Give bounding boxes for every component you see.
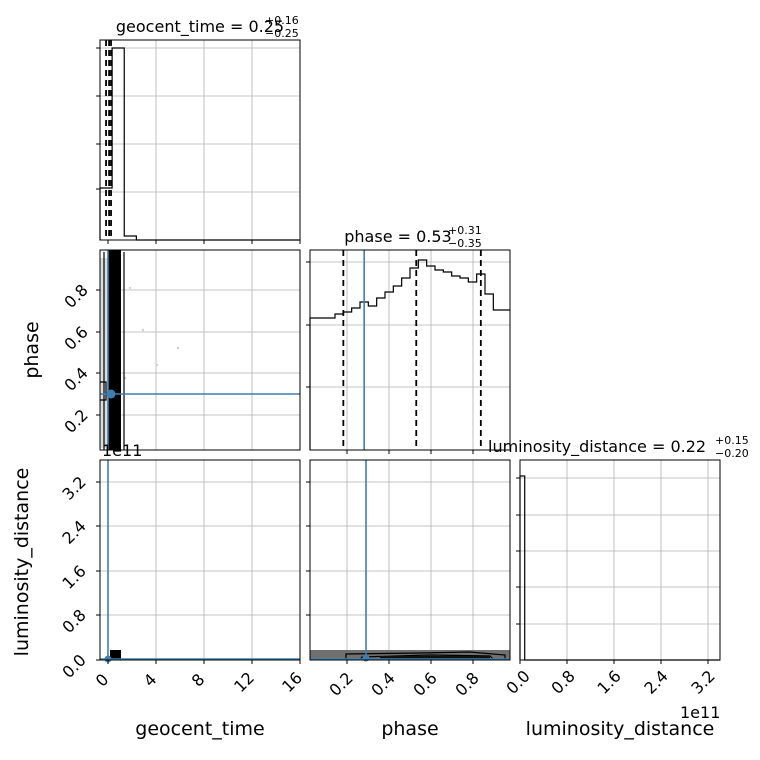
yticks-geocent-time-hist bbox=[96, 47, 100, 190]
frame-ld-vs-geocent-time bbox=[99, 459, 301, 661]
quantile-lines-phase bbox=[342, 250, 482, 450]
frame-phase-vs-geocent-time bbox=[99, 249, 301, 451]
panel-luminosity-distance-hist: luminosity_distance = 0.22 +0.15 −0.20 bbox=[488, 434, 749, 664]
grid-ld-vs-geocent-time bbox=[100, 460, 300, 660]
density-core-phase-geocent bbox=[108, 250, 121, 450]
frame-luminosity-distance-hist bbox=[519, 459, 721, 661]
ytick-phase-0.6: 0.6 bbox=[60, 322, 91, 353]
title-geocent-time-minus: −0.25 bbox=[265, 27, 299, 40]
xticks-phase bbox=[306, 481, 474, 664]
frame-phase-hist bbox=[309, 249, 511, 451]
panel-ld-vs-geocent-time: 1e11 3.2 2.4 1.6 0.8 0.0 0 4 8 12 16 lum… bbox=[11, 441, 306, 740]
density-core-ld-phase bbox=[380, 656, 490, 660]
xtick-geocent-12: 12 bbox=[230, 668, 258, 696]
ytick-ld-2.4: 2.4 bbox=[58, 516, 89, 547]
yticks-ld bbox=[96, 481, 100, 661]
title-geocent-time-plus: +0.16 bbox=[265, 14, 299, 27]
frame-ld-vs-phase bbox=[309, 459, 511, 661]
hist-luminosity-distance bbox=[519, 475, 720, 661]
xticks-geocent-time-hist bbox=[107, 240, 301, 244]
density-core-ld-geocent bbox=[110, 650, 121, 660]
contour-inner-ld-phase bbox=[359, 654, 495, 661]
title-geocent-time: geocent_time = 0.25 bbox=[116, 17, 284, 37]
panel-ld-vs-phase: 0.2 0.4 0.6 0.8 phase bbox=[306, 459, 511, 740]
ytick-phase-0.4: 0.4 bbox=[60, 363, 91, 394]
title-luminosity-distance-minus: −0.20 bbox=[715, 447, 749, 460]
truth-marker-phase-geocent bbox=[106, 389, 116, 399]
panel-phase-hist: phase = 0.53 +0.31 −0.35 bbox=[306, 224, 511, 454]
title-phase-plus: +0.31 bbox=[448, 224, 482, 237]
xtick-ld-2.4: 2.4 bbox=[640, 666, 671, 697]
panel-geocent-time-hist: geocent_time = 0.25 +0.16 −0.25 bbox=[96, 14, 301, 244]
xlabel-phase: phase bbox=[381, 718, 438, 740]
xticks-geocent-time bbox=[107, 660, 301, 664]
title-phase: phase = 0.53 bbox=[344, 227, 451, 246]
xtick-phase-0.2: 0.2 bbox=[325, 668, 356, 699]
xtick-ld-0.0: 0.0 bbox=[502, 666, 533, 697]
xtick-ld-3.2: 3.2 bbox=[687, 666, 718, 697]
ytick-ld-0.8: 0.8 bbox=[58, 605, 89, 636]
xtick-geocent-0: 0 bbox=[92, 670, 113, 691]
quantile-lines-geocent-time bbox=[105, 40, 112, 240]
xtick-phase-0.8: 0.8 bbox=[451, 668, 482, 699]
xtick-phase-0.6: 0.6 bbox=[409, 668, 440, 699]
grid-geocent-time-hist bbox=[100, 40, 300, 240]
hist-step-luminosity-distance bbox=[519, 475, 720, 661]
xticks-phase-hist bbox=[346, 450, 474, 454]
grid-ld-vs-phase bbox=[310, 460, 510, 660]
xtick-geocent-4: 4 bbox=[140, 670, 161, 691]
xticks-luminosity-distance-hist bbox=[519, 660, 709, 664]
grid-phase-vs-geocent-time bbox=[100, 250, 300, 450]
ylabel-phase: phase bbox=[21, 321, 43, 378]
xtick-geocent-16: 16 bbox=[278, 668, 306, 696]
yticks-luminosity-distance-hist bbox=[516, 477, 520, 625]
panel-phase-vs-geocent-time: 0.8 0.6 0.4 0.2 phase bbox=[21, 249, 301, 451]
xtick-ld-0.8: 0.8 bbox=[547, 666, 578, 697]
xtick-phase-0.4: 0.4 bbox=[367, 668, 398, 699]
yticks-phase-hist bbox=[306, 261, 310, 388]
ylabel-luminosity-distance: luminosity_distance bbox=[11, 468, 33, 657]
grid-luminosity-distance-hist bbox=[520, 460, 720, 660]
offset-text-ld-x: 1e11 bbox=[680, 703, 720, 722]
hist-step-phase bbox=[309, 259, 510, 450]
contour-phase-geocent bbox=[103, 252, 125, 450]
truth-marker-ld-geocent bbox=[104, 655, 112, 663]
hist-phase bbox=[309, 259, 510, 450]
contour-outer-ld-phase bbox=[345, 651, 506, 660]
ytick-phase-0.8: 0.8 bbox=[60, 280, 91, 311]
ytick-ld-3.2: 3.2 bbox=[58, 472, 89, 503]
contour-edge-phase-geocent bbox=[100, 381, 107, 401]
scatter-points-phase-geocent bbox=[123, 286, 180, 380]
xticklabels-luminosity-distance: 0.0 0.8 1.6 2.4 3.2 1e11 luminosity_dist… bbox=[502, 666, 720, 740]
xtick-ld-1.6: 1.6 bbox=[593, 666, 624, 697]
ytick-ld-0.0: 0.0 bbox=[58, 650, 89, 681]
xlabel-luminosity-distance: luminosity_distance bbox=[526, 718, 715, 740]
title-luminosity-distance: luminosity_distance = 0.22 bbox=[488, 437, 706, 457]
ytick-phase-0.2: 0.2 bbox=[60, 405, 91, 436]
title-luminosity-distance-plus: +0.15 bbox=[715, 434, 749, 447]
frame-geocent-time-hist bbox=[99, 39, 301, 241]
xlabel-geocent-time: geocent_time bbox=[135, 718, 264, 740]
title-phase-minus: −0.35 bbox=[448, 237, 482, 250]
yticks-phase-vs-geocent bbox=[96, 289, 100, 416]
xtick-geocent-8: 8 bbox=[188, 670, 209, 691]
offset-text-geocent-panel: 1e11 bbox=[102, 441, 142, 460]
ytick-ld-1.6: 1.6 bbox=[58, 561, 89, 592]
